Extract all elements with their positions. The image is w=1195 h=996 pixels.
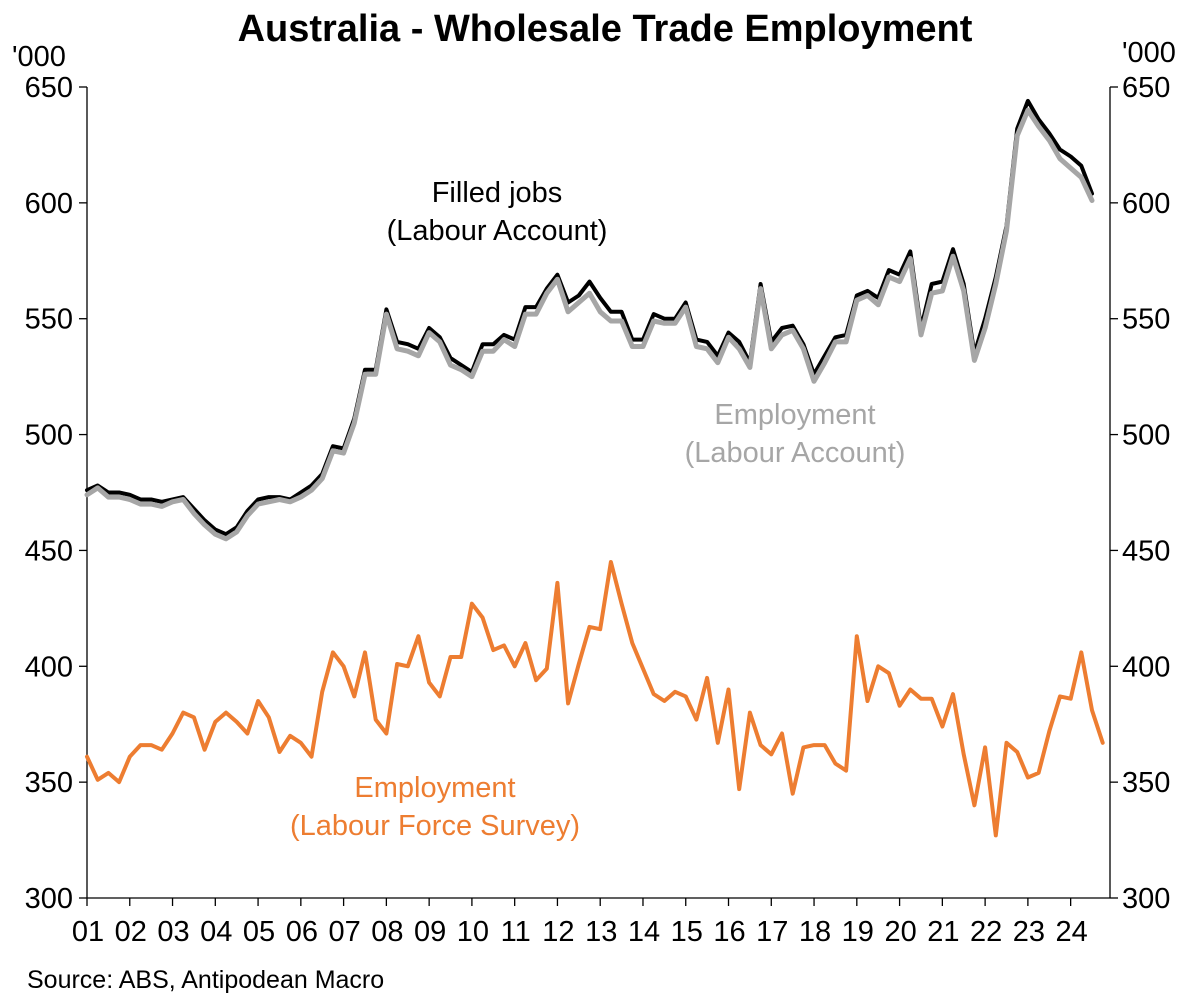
x-tick-label: 17: [756, 916, 788, 948]
y-tick-label-left: 350: [25, 767, 73, 799]
x-tick-label: 08: [371, 916, 403, 948]
y-tick-label-left: 300: [25, 883, 73, 915]
x-axis: 01 02 03 04 05 06 07 08 09 10 11 12 13 14 15 16 17 18 19 20…: [72, 898, 1088, 948]
y-axis-left: 650 600 550 500 450 400 350 300: [25, 72, 87, 915]
x-tick-label: 24: [1056, 916, 1088, 948]
x-tick-label: 23: [1013, 916, 1045, 948]
y-tick-label-left: 450: [25, 535, 73, 567]
y-tick-label-right: 300: [1122, 883, 1170, 915]
y-tick-label-left: 650: [25, 72, 73, 104]
y-unit-left: '000: [12, 41, 66, 73]
x-tick-label: 16: [713, 916, 745, 948]
series-line-employment-lfs: [85, 560, 1105, 838]
y-tick-label-right: 600: [1122, 188, 1170, 220]
y-tick-label-right: 400: [1122, 651, 1170, 683]
y-tick-label-left: 500: [25, 420, 73, 452]
series-line-filled-jobs: [85, 98, 1094, 537]
x-tick-label: 18: [799, 916, 831, 948]
series-line-employment-la: [84, 107, 1095, 542]
source-note: Source: ABS, Antipodean Macro: [27, 966, 384, 994]
x-tick-label: 02: [115, 916, 147, 948]
x-tick-label: 01: [72, 916, 104, 948]
x-tick-label: 04: [200, 916, 232, 948]
y-tick-label-left: 600: [25, 188, 73, 220]
x-tick-label: 13: [585, 916, 617, 948]
label-filled-jobs-line1: Filled jobs: [432, 177, 563, 209]
y-tick-label-right: 650: [1122, 72, 1170, 104]
y-tick-label-left: 550: [25, 304, 73, 336]
y-tick-label-left: 400: [25, 651, 73, 683]
x-tick-label: 03: [157, 916, 189, 948]
x-tick-label: 14: [628, 916, 660, 948]
label-employment-la-line2: (Labour Account): [685, 437, 906, 469]
x-tick-label: 10: [457, 916, 489, 948]
x-tick-label: 06: [286, 916, 318, 948]
x-tick-label: 12: [542, 916, 574, 948]
axes: [86, 87, 1111, 899]
y-axis-right: 650 600 550 500 450 400 350 300: [1110, 72, 1170, 915]
label-employment-lfs-line1: Employment: [354, 772, 515, 804]
y-tick-label-right: 500: [1122, 420, 1170, 452]
x-tick-label: 21: [927, 916, 959, 948]
y-tick-label-right: 550: [1122, 304, 1170, 336]
y-tick-label-right: 450: [1122, 535, 1170, 567]
y-unit-right: '000: [1122, 37, 1176, 69]
chart-title: Australia - Wholesale Trade Employment: [238, 8, 973, 50]
x-tick-label: 09: [414, 916, 446, 948]
x-tick-label: 11: [501, 916, 531, 948]
label-filled-jobs-line2: (Labour Account): [387, 215, 608, 247]
x-tick-label: 15: [671, 916, 703, 948]
x-tick-label: 19: [842, 916, 874, 948]
y-tick-label-right: 350: [1122, 767, 1170, 799]
x-tick-label: 05: [243, 916, 275, 948]
plot-area: [84, 98, 1105, 838]
x-tick-label: 22: [970, 916, 1002, 948]
x-tick-label: 20: [884, 916, 916, 948]
label-employment-la-line1: Employment: [714, 399, 875, 431]
x-tick-label: 07: [328, 916, 360, 948]
label-employment-lfs-line2: (Labour Force Survey): [290, 810, 580, 842]
